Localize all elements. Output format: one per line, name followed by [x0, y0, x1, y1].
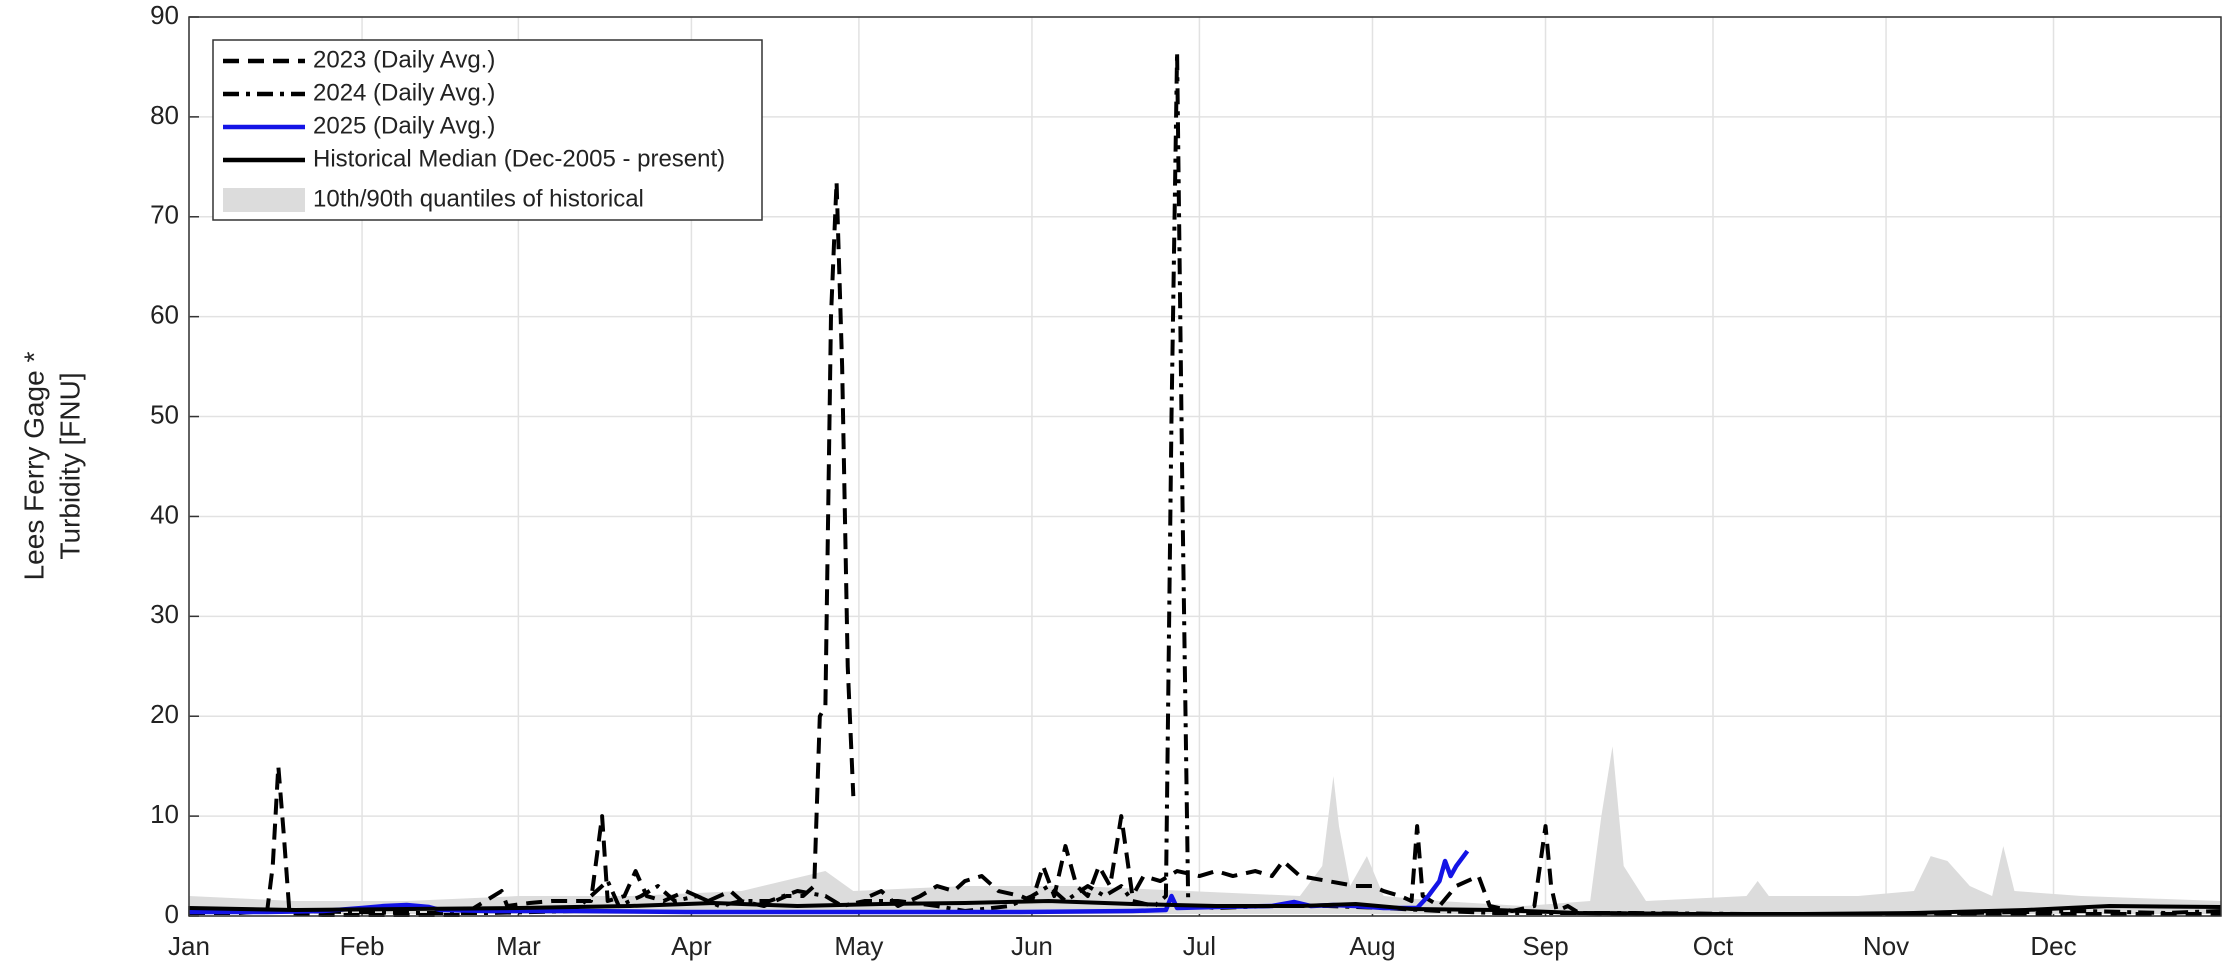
- series-line: [189, 49, 2222, 917]
- x-tick-label: Apr: [671, 931, 712, 961]
- x-tick-label: Jul: [1183, 931, 1216, 961]
- y-tick-label: 0: [165, 899, 179, 929]
- y-tick-label: 40: [150, 499, 179, 529]
- quantile-band: [189, 746, 2221, 915]
- x-tick-label: Aug: [1349, 931, 1395, 961]
- y-tick-label: 10: [150, 799, 179, 829]
- x-tick-label: Oct: [1693, 931, 1734, 961]
- y-tick-label: 80: [150, 100, 179, 130]
- y-tick-label: 90: [150, 0, 179, 30]
- y-label-line: Lees Ferry Gage *: [18, 352, 49, 581]
- x-tick-label: Sep: [1522, 931, 1568, 961]
- plot-frame: [188, 16, 2222, 917]
- x-tick-label: Jun: [1011, 931, 1053, 961]
- legend-swatch: [223, 188, 305, 212]
- x-tick-label: Dec: [2030, 931, 2076, 961]
- y-label-line: Turbidity [FNU]: [54, 372, 85, 559]
- x-tick-label: Nov: [1863, 931, 1909, 961]
- y-tick-label: 70: [150, 200, 179, 230]
- x-tick-label: Mar: [496, 931, 541, 961]
- legend-label: 10th/90th quantiles of historical: [313, 185, 644, 212]
- y-axis-label: Lees Ferry Gage * Turbidity [FNU]: [18, 352, 85, 581]
- x-tick-label: May: [834, 931, 883, 961]
- y-tick-label: 20: [150, 699, 179, 729]
- legend-label: Historical Median (Dec-2005 - present): [313, 145, 725, 172]
- legend-label: 2023 (Daily Avg.): [313, 46, 495, 73]
- series-line: [188, 899, 2222, 917]
- legend-label: 2024 (Daily Avg.): [313, 79, 495, 106]
- x-tick-label: Feb: [340, 931, 385, 961]
- y-tick-label: 50: [150, 399, 179, 429]
- y-tick-label: 30: [150, 599, 179, 629]
- legend-label: 2025 (Daily Avg.): [313, 112, 495, 139]
- y-tick-label: 60: [150, 300, 179, 330]
- x-tick-label: Jan: [168, 931, 210, 961]
- legend: 2023 (Daily Avg.) 2024 (Daily Avg.) 2025 (…: [212, 39, 763, 221]
